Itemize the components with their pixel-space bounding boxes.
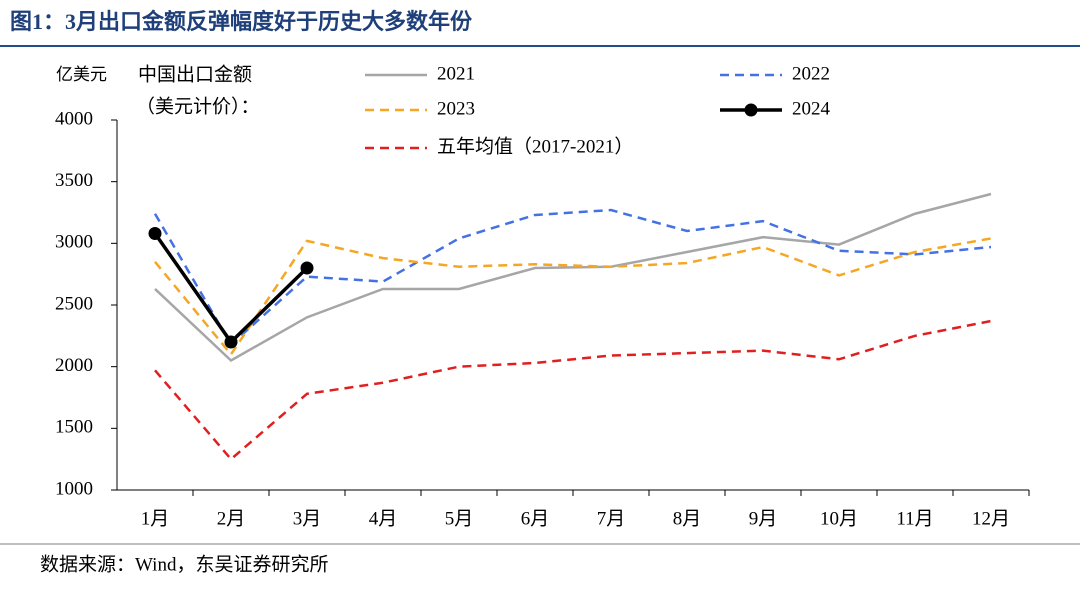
y-axis-label: 亿美元 — [56, 65, 107, 84]
x-tick-label: 12月 — [972, 508, 1010, 529]
y-tick-label: 3000 — [55, 232, 93, 253]
point — [224, 335, 238, 349]
y-tick-label: 1500 — [55, 417, 93, 438]
x-tick-label: 1月 — [141, 508, 170, 529]
x-tick-label: 5月 — [445, 508, 474, 529]
x-tick-label: 4月 — [369, 508, 398, 529]
y-tick-label: 2000 — [55, 355, 93, 376]
x-tick-label: 6月 — [521, 508, 550, 529]
x-tick-label: 3月 — [293, 508, 322, 529]
series-line — [154, 319, 992, 461]
series-line — [154, 192, 992, 363]
x-tick-label: 10月 — [820, 508, 858, 529]
legend-label: 2023 — [437, 98, 475, 119]
source: 数据来源：Wind，东吴证券研究所 — [40, 553, 328, 575]
chart-title: 图1：3月出口金额反弹幅度好于历史大多数年份 — [10, 9, 473, 34]
annotation: 中国出口金额 — [138, 63, 252, 85]
legend-label: 五年均值（2017-2021） — [437, 135, 633, 157]
x-tick-label: 11月 — [896, 508, 933, 529]
series-line — [154, 237, 992, 357]
x-tick-label: 7月 — [597, 508, 626, 529]
y-tick-label: 2500 — [55, 293, 93, 314]
y-tick-label: 4000 — [55, 108, 93, 129]
point — [148, 226, 162, 240]
y-tick-label: 1000 — [55, 478, 93, 499]
legend-label: 2024 — [792, 98, 831, 119]
annotation: （美元计价）： — [136, 95, 260, 117]
legend-label: 2021 — [437, 63, 475, 84]
x-tick-label: 2月 — [217, 508, 246, 529]
legend-label: 2022 — [792, 63, 830, 84]
legend-marker — [744, 103, 758, 117]
y-tick-label: 3500 — [55, 170, 93, 191]
x-tick-label: 8月 — [673, 508, 702, 529]
x-tick-label: 9月 — [749, 508, 778, 529]
series-line — [153, 208, 992, 347]
point — [300, 261, 314, 275]
